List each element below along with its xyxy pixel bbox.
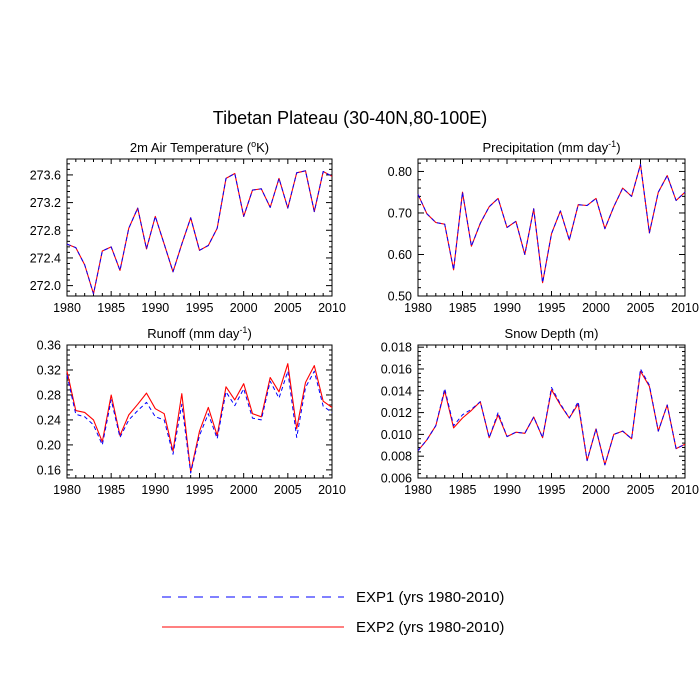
- y-tick-label: 0.16: [37, 463, 61, 477]
- x-tick-label: 2010: [671, 301, 699, 315]
- y-tick-label: 0.80: [388, 165, 412, 179]
- x-tick-label: 1995: [538, 301, 566, 315]
- panel-title: Runoff (mm day-1): [147, 325, 252, 341]
- x-tick-label: 1980: [404, 483, 432, 497]
- y-tick-label: 272.4: [30, 251, 61, 265]
- x-tick-label: 1985: [97, 483, 125, 497]
- panel-1: 2m Air Temperature (oK) 1980 1985 1990 1995 2…: [30, 139, 346, 315]
- series-line-exp2: [66, 363, 333, 473]
- series-line-exp2: [417, 163, 686, 284]
- panel-4: Snow Depth (m) 1980 1985 1990 1995 2000 2005 20…: [381, 326, 699, 497]
- x-tick-label: 1985: [449, 301, 477, 315]
- x-tick-label: 1995: [186, 301, 214, 315]
- legend: EXP1 (yrs 1980-2010) EXP2 (yrs 1980-2010…: [162, 589, 504, 636]
- panel-title: 2m Air Temperature (oK): [130, 139, 269, 155]
- y-tick-label: 273.6: [30, 168, 61, 182]
- y-tick-label: 0.006: [381, 472, 412, 486]
- x-tick-label: 2005: [627, 483, 655, 497]
- y-tick-label: 0.014: [381, 384, 412, 398]
- panel-title: Snow Depth (m): [505, 326, 599, 341]
- y-tick-label: 0.010: [381, 428, 412, 442]
- x-tick-label: 1995: [538, 483, 566, 497]
- x-tick-label: 1985: [97, 301, 125, 315]
- x-tick-label: 1985: [449, 483, 477, 497]
- x-tick-label: 1995: [186, 483, 214, 497]
- x-tick-label: 2010: [318, 301, 346, 315]
- y-tick-label: 272.8: [30, 224, 61, 238]
- y-tick-label: 273.2: [30, 196, 61, 210]
- series-line-exp1: [66, 170, 333, 295]
- y-tick-label: 0.28: [37, 388, 61, 402]
- y-tick-label: 0.36: [37, 339, 61, 353]
- panels-group: 2m Air Temperature (oK) 1980 1985 1990 1995 2…: [30, 139, 699, 497]
- y-tick-label: 0.50: [388, 290, 412, 304]
- x-tick-label: 2000: [582, 301, 610, 315]
- y-tick-label: 0.008: [381, 450, 412, 464]
- panel-frame: [66, 158, 333, 297]
- x-tick-label: 1990: [141, 483, 169, 497]
- x-tick-label: 1990: [141, 301, 169, 315]
- panel-frame: [417, 344, 686, 479]
- series-line-exp2: [417, 370, 686, 466]
- x-tick-label: 2005: [274, 301, 302, 315]
- y-tick-label: 0.20: [37, 438, 61, 452]
- series-line-exp1: [66, 370, 333, 474]
- series-line-exp1: [417, 368, 686, 466]
- x-tick-label: 2005: [274, 483, 302, 497]
- x-tick-label: 1980: [53, 301, 81, 315]
- x-tick-label: 2010: [671, 483, 699, 497]
- x-tick-label: 1990: [493, 301, 521, 315]
- y-tick-label: 0.018: [381, 341, 412, 355]
- y-tick-label: 0.32: [37, 363, 61, 377]
- x-tick-label: 1980: [53, 483, 81, 497]
- panel-title: Precipitation (mm day-1): [482, 139, 620, 155]
- y-tick-label: 272.0: [30, 279, 61, 293]
- legend-label-exp1: EXP1 (yrs 1980-2010): [356, 589, 504, 606]
- panel-frame: [66, 344, 333, 479]
- figure-title: Tibetan Plateau (30-40N,80-100E): [213, 108, 488, 128]
- y-tick-label: 0.016: [381, 362, 412, 376]
- series-line-exp1: [417, 163, 686, 284]
- panel-2: Precipitation (mm day-1) 1980 1985 1990 1995…: [388, 139, 699, 315]
- y-tick-label: 0.60: [388, 248, 412, 262]
- legend-label-exp2: EXP2 (yrs 1980-2010): [356, 619, 504, 636]
- x-tick-label: 1980: [404, 301, 432, 315]
- y-tick-label: 0.70: [388, 206, 412, 220]
- x-tick-label: 2000: [582, 483, 610, 497]
- panel-3: Runoff (mm day-1) 1980 1985 1990 1995 2000 200…: [37, 325, 346, 497]
- x-tick-label: 1990: [493, 483, 521, 497]
- y-tick-label: 0.012: [381, 406, 412, 420]
- x-tick-label: 2000: [230, 301, 258, 315]
- x-tick-label: 2000: [230, 483, 258, 497]
- x-tick-label: 2005: [627, 301, 655, 315]
- y-tick-label: 0.24: [37, 413, 61, 427]
- series-line-exp2: [66, 170, 333, 295]
- x-tick-label: 2010: [318, 483, 346, 497]
